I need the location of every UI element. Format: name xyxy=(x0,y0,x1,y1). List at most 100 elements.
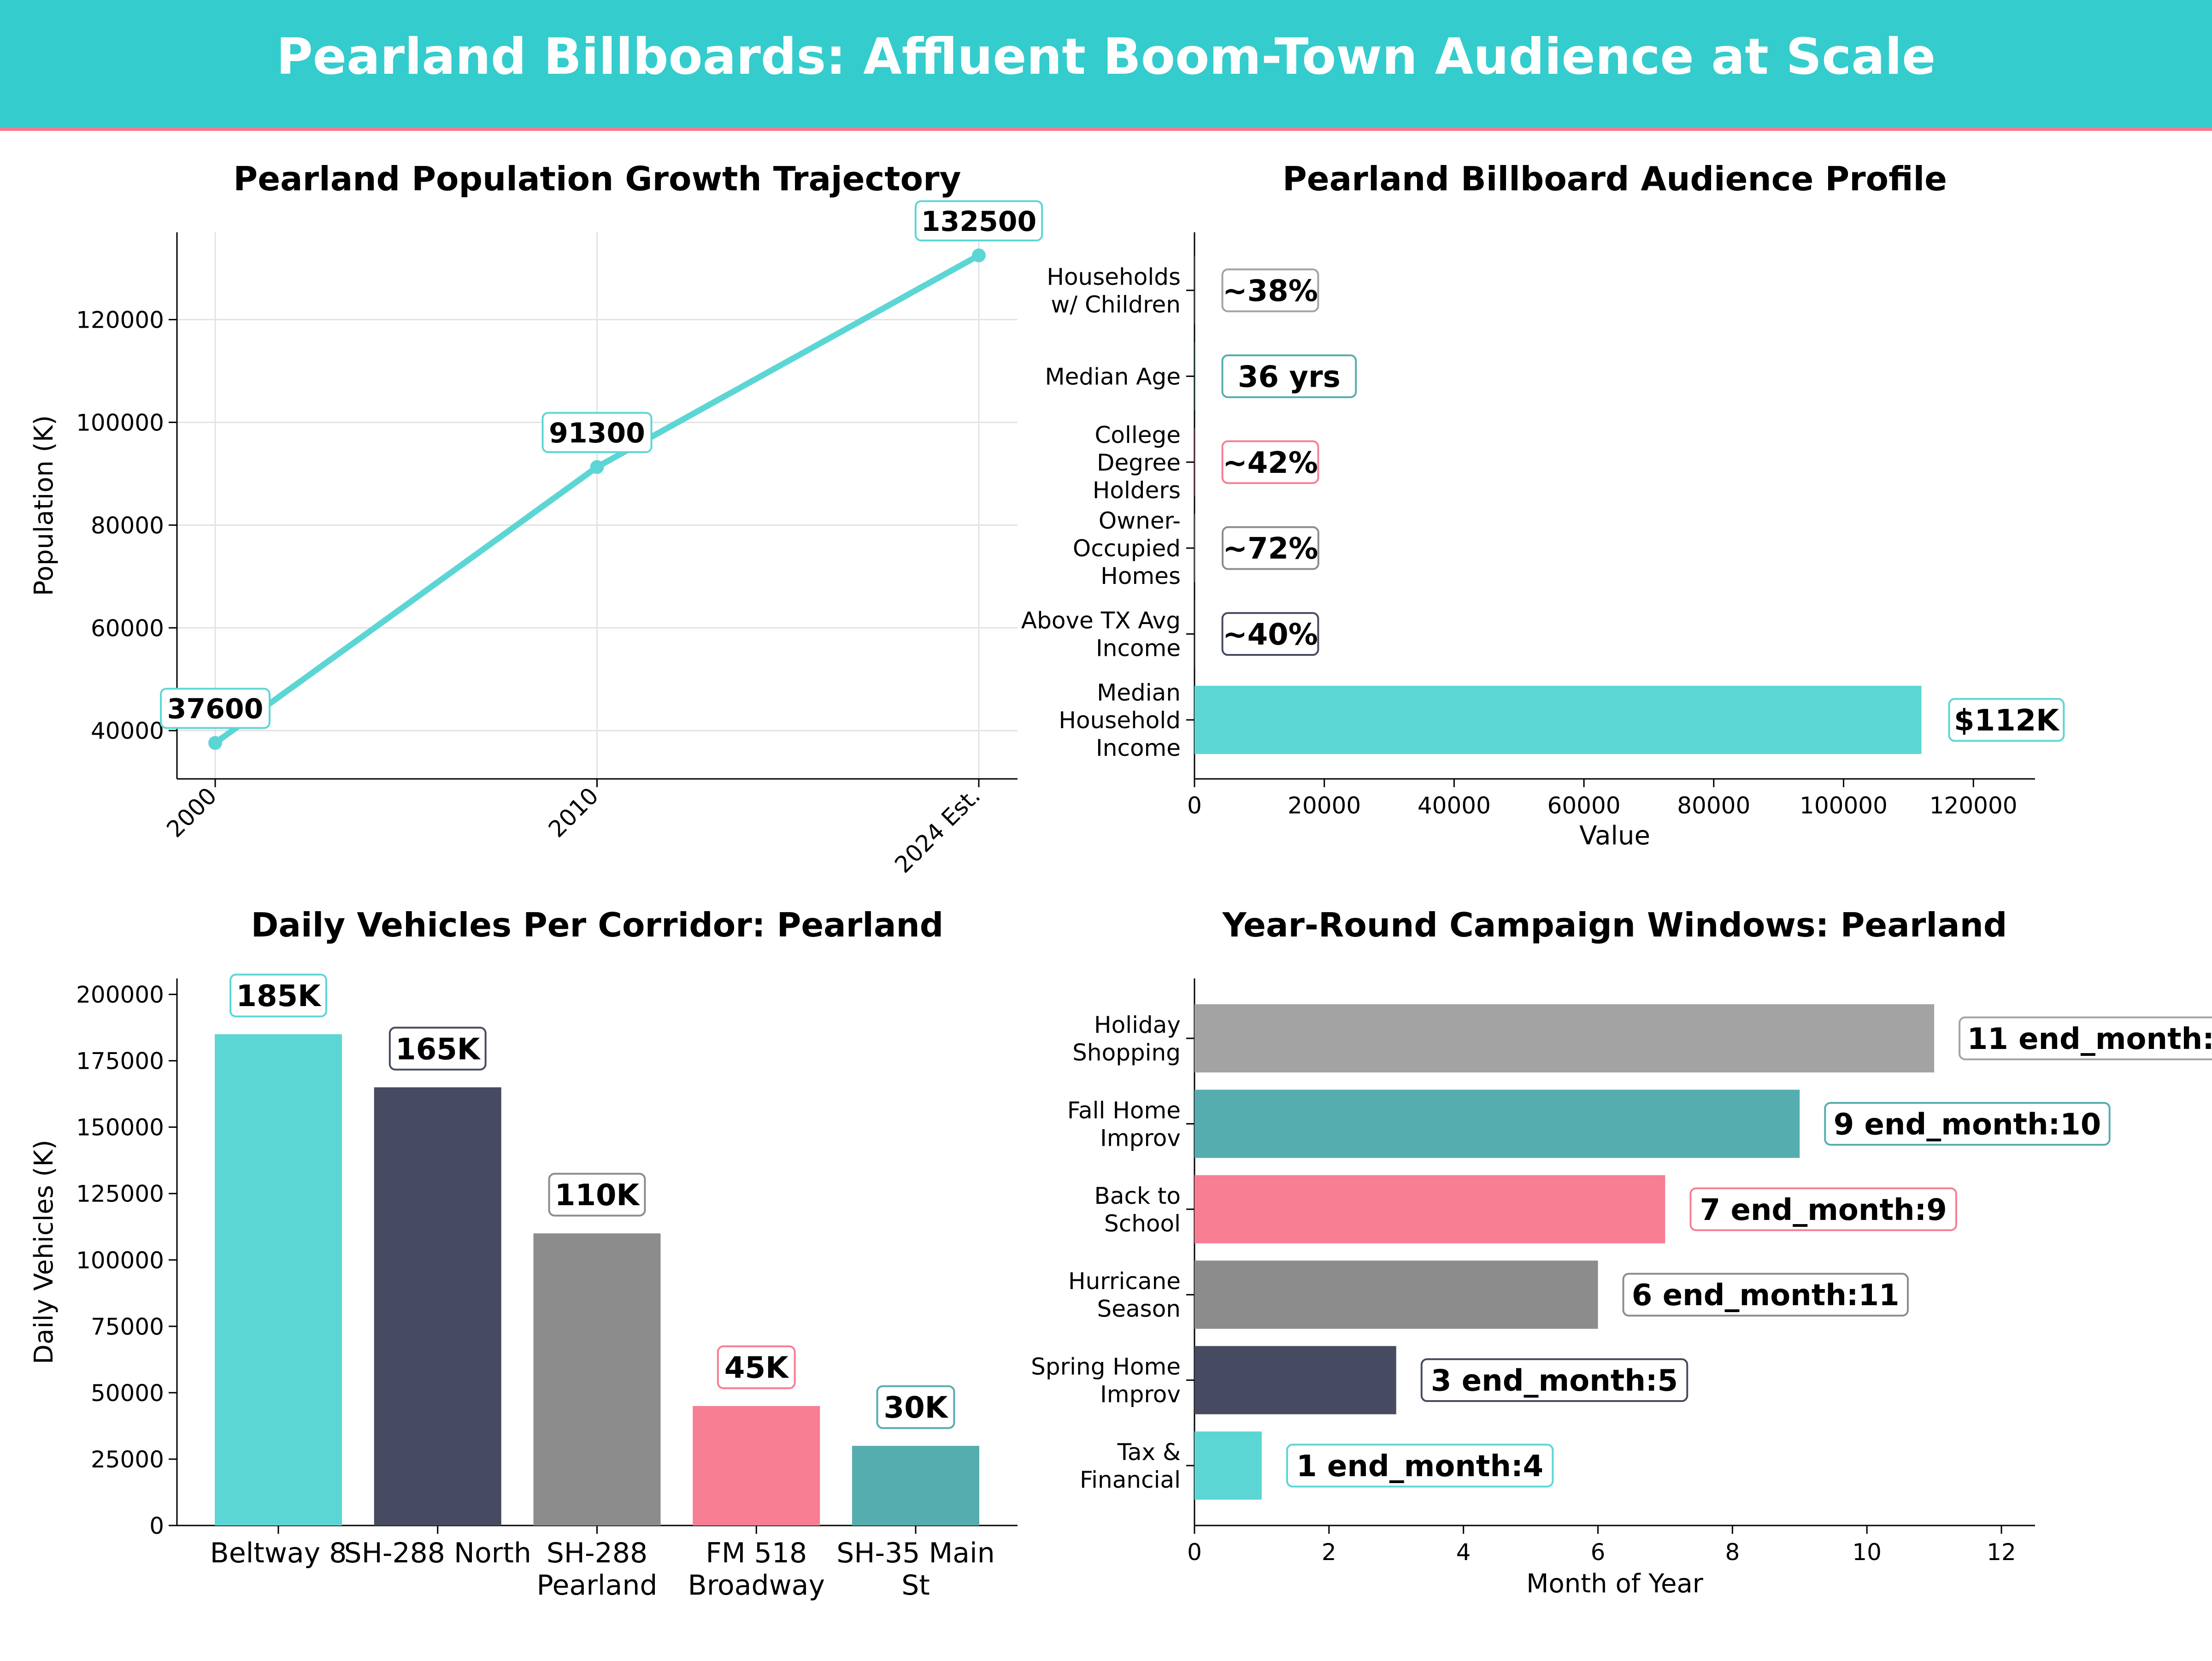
audience-x-tick-label: 100000 xyxy=(1800,792,1888,819)
audience-category-label: Above TX Avg Income xyxy=(1021,607,1181,662)
audience-category-label: Median Household Income xyxy=(1059,679,1181,761)
campaigns-bar xyxy=(1194,1260,1598,1329)
campaigns-category-label: Back to School xyxy=(1094,1183,1181,1237)
audience-data-label: ~42% xyxy=(1223,446,1318,480)
population-data-label-group: 132500 xyxy=(914,200,1043,241)
audience-bar xyxy=(1194,256,1195,324)
vehicles-y-tick-label: 50000 xyxy=(91,1380,164,1407)
vehicles-data-label: 110K xyxy=(555,1178,641,1213)
audience-data-label: $112K xyxy=(1954,704,2060,738)
vehicles-bar xyxy=(852,1446,979,1526)
vehicles-category-label: SH-288 Pearland xyxy=(537,1537,658,1602)
population-x-tick-label: 2000 xyxy=(161,782,222,842)
audience-chart: Pearland Billboard Audience Profile 0 2000… xyxy=(1021,159,2065,851)
vehicles-category-label: SH-288 North xyxy=(344,1537,531,1569)
campaigns-category-label: Fall Home Improv xyxy=(1067,1097,1181,1151)
campaigns-x-tick-label: 4 xyxy=(1456,1539,1471,1566)
vehicles-y-tick-label: 25000 xyxy=(91,1446,164,1473)
campaigns-category-label: Hurricane Season xyxy=(1068,1268,1181,1322)
vehicles-data-label-group: 45K xyxy=(717,1345,796,1390)
audience-category-label: College Degree Holders xyxy=(1093,422,1181,504)
audience-data-label-group: ~42% xyxy=(1221,440,1319,484)
campaigns-data-label-box xyxy=(1959,1016,2212,1060)
vehicles-y-tick-label: 75000 xyxy=(91,1313,164,1340)
population-y-tick-label: 40000 xyxy=(91,718,164,744)
population-x-tick-label: 2010 xyxy=(543,782,604,842)
audience-data-label-group: 36 yrs xyxy=(1221,354,1357,398)
population-data-label: 132500 xyxy=(921,206,1037,238)
campaigns-x-tick-label: 0 xyxy=(1187,1539,1202,1566)
campaigns-data-label: 3 end_month:5 xyxy=(1431,1364,1678,1398)
audience-data-label-box xyxy=(1221,268,1319,312)
population-data-label-box xyxy=(914,200,1043,241)
vehicles-data-label-group: 110K xyxy=(548,1172,646,1217)
charts-layer: Pearland Population Growth Trajectory400… xyxy=(29,159,2212,1602)
audience-category-label: Owner-Occupied Homes xyxy=(1073,507,1181,589)
population-y-tick-label: 120000 xyxy=(76,306,164,333)
campaigns-category-label: Spring Home Improv xyxy=(1031,1354,1181,1408)
population-data-label-group: 91300 xyxy=(541,412,653,454)
vehicles-category-label: SH-35 Main St xyxy=(836,1537,995,1602)
vehicles-bar xyxy=(693,1406,820,1526)
population-point xyxy=(590,460,604,474)
population-point xyxy=(972,248,986,263)
vehicles-data-label-group: 30K xyxy=(876,1385,955,1429)
vehicles-bar xyxy=(374,1087,501,1526)
campaigns-data-label-box xyxy=(1286,1443,1554,1488)
campaigns-data-label-box xyxy=(1689,1187,1957,1231)
audience-data-label-box xyxy=(1222,526,1319,570)
audience-x-tick-label: 60000 xyxy=(1547,792,1621,819)
audience-category-label: Median Age xyxy=(1045,363,1181,390)
vehicles-data-label-box xyxy=(548,1172,646,1217)
audience-bar xyxy=(1194,342,1195,411)
campaigns-data-label-box xyxy=(1420,1358,1688,1402)
vehicles-chart: Daily Vehicles Per Corridor: Pearland 0 25… xyxy=(29,906,1018,1602)
audience-data-label: ~72% xyxy=(1223,532,1318,566)
vehicles-data-label-box xyxy=(229,973,327,1018)
population-data-label-box xyxy=(541,412,653,454)
campaigns-x-tick-label: 8 xyxy=(1725,1539,1740,1566)
population-data-label-box xyxy=(160,688,271,729)
vehicles-y-tick-label: 150000 xyxy=(76,1114,164,1141)
audience-bar xyxy=(1194,514,1195,583)
population-y-tick-label: 60000 xyxy=(91,615,164,642)
campaigns-data-label-box xyxy=(1622,1272,1909,1317)
campaigns-chart: Year-Round Campaign Windows: Pearland 0 2 4… xyxy=(1031,906,2212,1599)
audience-bar xyxy=(1194,600,1195,668)
audience-data-label: 36 yrs xyxy=(1238,360,1341,394)
campaigns-data-label-group: 1 end_month:4 xyxy=(1286,1443,1554,1488)
header-accent-line xyxy=(0,127,2212,131)
audience-title: Pearland Billboard Audience Profile xyxy=(1282,159,1947,198)
campaigns-x-tick-label: 12 xyxy=(1987,1539,2016,1566)
vehicles-y-tick-label: 175000 xyxy=(76,1048,164,1075)
vehicles-y-tick-label: 0 xyxy=(149,1513,164,1539)
audience-category-label: Households w/ Children xyxy=(1047,264,1181,318)
campaigns-bar xyxy=(1194,1431,1262,1500)
page-title: Pearland Billboards: Affluent Boom-Town … xyxy=(276,28,1936,86)
audience-data-label-box xyxy=(1221,354,1357,398)
population-data-label: 37600 xyxy=(167,693,264,725)
vehicles-bar xyxy=(533,1233,661,1526)
vehicles-data-label-group: 165K xyxy=(388,1026,487,1071)
population-y-tick-label: 100000 xyxy=(76,409,164,436)
campaigns-data-label-group: 3 end_month:5 xyxy=(1420,1358,1688,1402)
campaigns-bar xyxy=(1194,1090,1800,1158)
population-data-label: 91300 xyxy=(549,417,645,449)
population-title: Pearland Population Growth Trajectory xyxy=(233,159,961,198)
header-bar xyxy=(0,0,2212,127)
campaigns-x-tick-label: 6 xyxy=(1591,1539,1606,1566)
population-y-tick-label: 80000 xyxy=(91,512,164,539)
campaigns-bar xyxy=(1194,1175,1665,1243)
campaigns-title: Year-Round Campaign Windows: Pearland xyxy=(1222,906,2007,944)
audience-data-label-group: ~40% xyxy=(1221,612,1319,656)
audience-bar xyxy=(1194,686,1922,754)
audience-data-label: ~40% xyxy=(1223,618,1318,652)
vehicles-data-label-group: 185K xyxy=(229,973,327,1018)
audience-x-tick-label: 20000 xyxy=(1288,792,1361,819)
campaigns-data-label: 9 end_month:10 xyxy=(1834,1107,2101,1142)
audience-data-label: ~38% xyxy=(1223,274,1318,308)
population-point xyxy=(208,736,222,750)
vehicles-title: Daily Vehicles Per Corridor: Pearland xyxy=(251,906,944,944)
